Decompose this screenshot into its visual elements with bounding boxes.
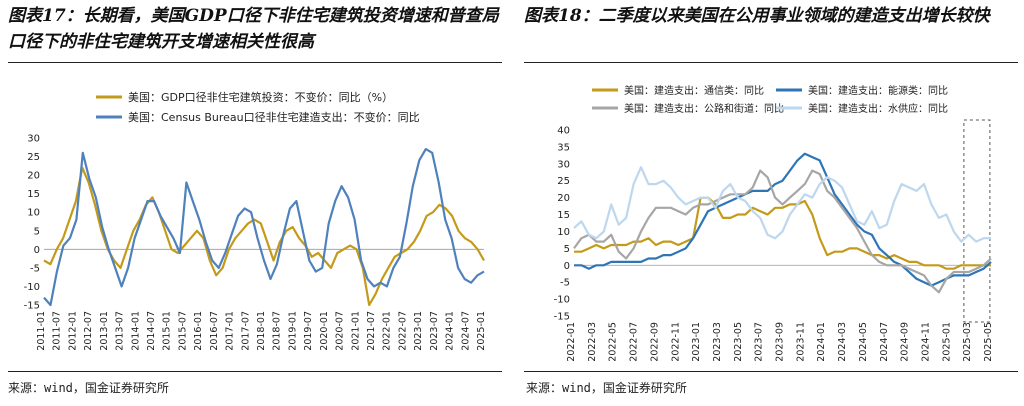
x-tick-label: 2011-01 [36,311,47,351]
x-tick-label: 2024-05 [858,322,869,362]
y-tick-label: -10 [554,295,570,306]
legend-label: 美国：GDP口径非住宅建筑投资：不变价：同比（%） [128,90,393,104]
x-tick-label: 2022-07 [629,322,640,362]
y-tick-label: -15 [24,301,40,312]
y-tick-label: 20 [557,193,570,204]
y-tick-label: 40 [557,126,570,137]
x-tick-label: 2020-07 [335,311,346,351]
x-tick-label: 2018-07 [272,311,283,351]
x-tick-label: 2023-03 [712,322,723,362]
series-line-1-1 [43,166,485,307]
y-tick-label: 25 [557,176,570,187]
x-tick-label: 2016-01 [193,311,204,351]
y-tick-label: 20 [27,171,40,182]
legend-label: 美国：建造支出：公路和街道：同比 [624,102,784,115]
x-tick-label: 2022-05 [608,322,619,362]
title-rule-left [8,62,502,63]
x-tick-label: 2022-07 [397,311,408,351]
x-tick-label: 2023-01 [413,311,424,351]
x-tick-label: 2015-01 [162,311,173,351]
x-tick-label: 2025-01 [476,311,487,351]
legend-label: 美国：建造支出：水供应：同比 [808,102,948,115]
x-tick-label: 2024-09 [900,322,911,362]
y-tick-label: -10 [24,282,40,293]
y-tick-label: 35 [557,142,570,153]
series-line-2-3 [573,169,992,294]
x-tick-label: 2020-01 [319,311,330,351]
x-tick-label: 2024-03 [837,322,848,362]
y-tick-label: 0 [34,245,40,256]
source-rule-left [8,371,502,372]
x-tick-label: 2025-05 [983,322,994,362]
x-tick-label: 2019-07 [303,311,314,351]
x-tick-label: 2022-09 [649,322,660,362]
x-tick-label: 2022-03 [587,322,598,362]
x-tick-label: 2022-11 [670,322,681,362]
x-tick-label: 2016-07 [209,311,220,351]
series-line-2-2 [574,152,992,287]
x-tick-label: 2024-07 [460,311,471,351]
y-tick-label: -15 [554,312,570,323]
x-tick-label: 2014-07 [146,311,157,351]
legend-label: 美国：Census Bureau口径非住宅建造支出：不变价：同比 [128,110,420,124]
x-tick-label: 2025-03 [962,322,973,362]
x-tick-label: 2012-01 [67,311,78,351]
y-tick-label: 30 [557,159,570,170]
series-line-2-4 [573,166,991,243]
source-note-right: 来源：wind，国金证券研究所 [526,381,687,395]
chart-left-title: 图表17：长期看，美国GDP口径下非住宅建筑投资增速和普查局口径下的非住宅建筑开… [8,6,499,52]
x-tick-label: 2022-01 [566,322,577,362]
x-tick-label: 2017-07 [240,311,251,351]
y-tick-label: -5 [30,263,40,274]
title-rule-right [524,62,1018,63]
y-tick-label: 0 [564,261,570,272]
y-tick-label: 30 [27,134,40,145]
x-tick-label: 2023-09 [775,322,786,362]
x-tick-label: 2018-01 [256,311,267,351]
x-tick-label: 2023-07 [754,322,765,362]
y-tick-label: 15 [557,210,570,221]
x-tick-label: 2023-11 [795,322,806,362]
y-tick-label: 5 [34,226,40,237]
x-tick-label: 2017-01 [225,311,236,351]
source-rule-right [524,371,1018,372]
x-tick-label: 2021-07 [366,311,377,351]
y-tick-label: 15 [27,189,40,200]
x-tick-label: 2023-05 [733,322,744,362]
legend-label: 美国：建造支出：通信类：同比 [624,84,764,97]
x-tick-label: 2011-07 [52,311,63,351]
x-tick-label: 2023-07 [429,311,440,351]
y-tick-label: -5 [560,278,570,289]
legend-label: 美国：建造支出：能源类：同比 [808,84,948,97]
x-tick-label: 2013-01 [99,311,110,351]
x-tick-label: 2013-07 [115,311,126,351]
x-tick-label: 2024-01 [816,322,827,362]
x-tick-label: 2015-07 [177,311,188,351]
x-tick-label: 2022-01 [382,311,393,351]
y-tick-label: 10 [27,208,40,219]
source-note-left: 来源：wind，国金证券研究所 [8,381,169,395]
x-tick-label: 2024-01 [445,311,456,351]
chart-right-title: 图表18：二季度以来美国在公用事业领域的建造支出增长较快 [524,6,990,26]
x-tick-label: 2024-07 [879,322,890,362]
y-tick-label: 25 [27,152,40,163]
highlight-box [963,119,991,323]
y-tick-label: 10 [557,227,570,238]
x-tick-label: 2021-01 [350,311,361,351]
x-tick-label: 2023-01 [691,322,702,362]
y-tick-label: 5 [564,244,570,255]
series-line-2-1 [574,196,991,270]
x-tick-label: 2014-01 [130,311,141,351]
x-tick-label: 2019-01 [287,311,298,351]
x-tick-label: 2025-01 [941,322,952,362]
series-line-1-2 [43,148,485,307]
x-tick-label: 2024-11 [920,322,931,362]
x-tick-label: 2012-07 [83,311,94,351]
